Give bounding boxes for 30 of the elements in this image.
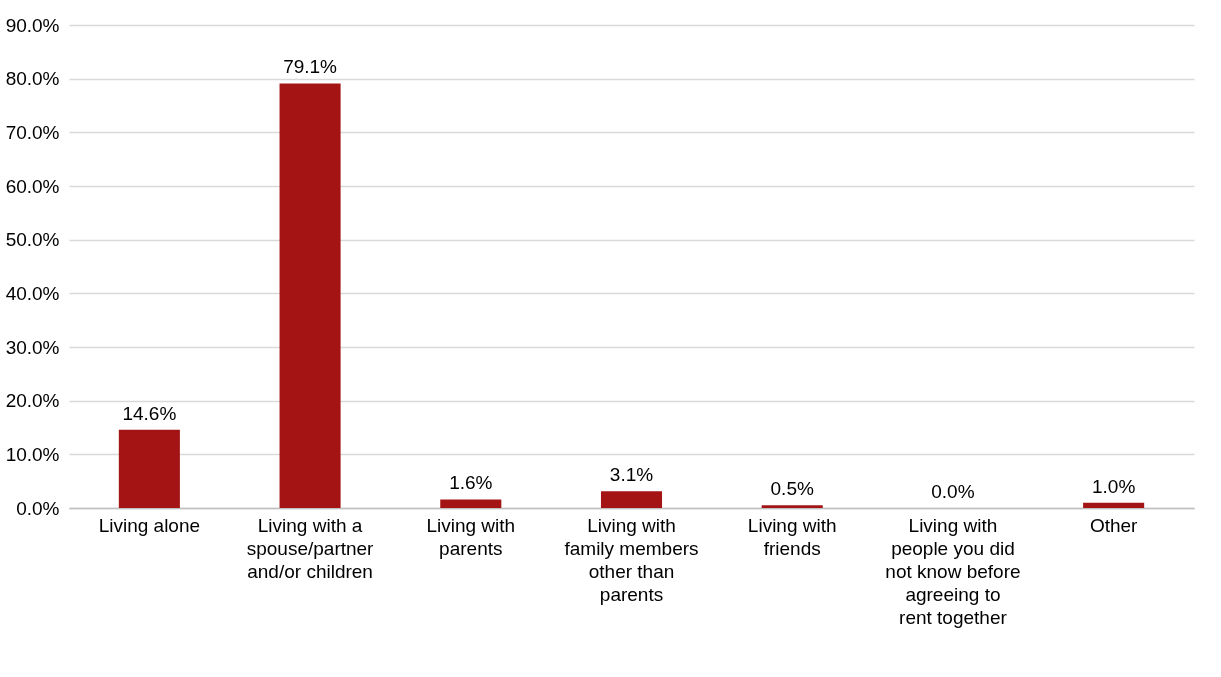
bar (118, 429, 180, 508)
x-tick-label: Living with a spouse/partner and/or children (246, 514, 375, 582)
data-label: 0.5% (770, 478, 814, 500)
x-tick-label: Living alone (98, 514, 201, 536)
data-label: 3.1% (609, 464, 654, 486)
bar (440, 499, 502, 508)
data-label: 79.1% (283, 56, 338, 78)
x-tick-label: Living with friends (747, 514, 837, 559)
y-tick-label: 80.0% (5, 68, 60, 90)
y-tick-label: 70.0% (5, 121, 60, 143)
y-tick-label: 0.0% (16, 497, 60, 519)
x-tick-label: Other (1089, 514, 1139, 536)
y-tick-label: 60.0% (5, 175, 60, 197)
y-tick-label: 50.0% (5, 229, 60, 251)
data-label: 1.6% (449, 472, 493, 494)
x-tick-label: Living with family members other than parents (564, 514, 699, 605)
y-tick-label: 30.0% (5, 336, 60, 358)
y-tick-label: 10.0% (5, 443, 60, 465)
bar (279, 83, 341, 508)
bar (761, 505, 823, 508)
x-tick-label: Living with people you did not know before agreeing to rent together (885, 514, 1021, 628)
data-label: 1.0% (1091, 475, 1136, 497)
bar (600, 491, 663, 508)
data-label: 14.6% (122, 402, 177, 424)
x-tick-label: Living with parents (426, 514, 516, 559)
y-tick-label: 40.0% (5, 282, 60, 304)
y-tick-label: 20.0% (5, 390, 60, 412)
data-label: 0.0% (931, 481, 975, 502)
bar (1083, 502, 1145, 508)
y-tick-label: 90.0% (5, 14, 60, 36)
